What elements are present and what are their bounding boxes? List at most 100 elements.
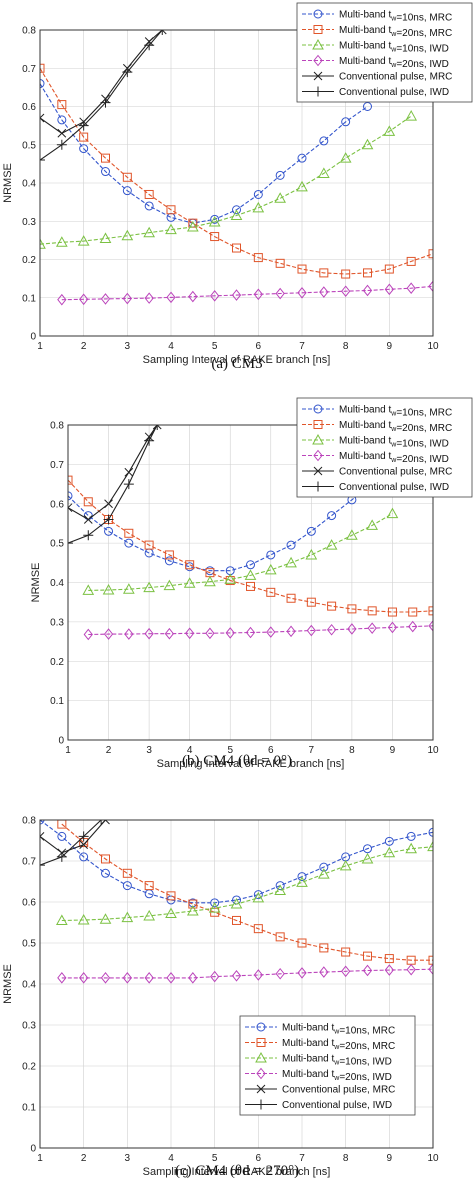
data-point-marker — [363, 268, 372, 278]
data-point-marker — [101, 153, 110, 163]
data-point-marker — [408, 607, 418, 617]
x-tick-label: 3 — [125, 341, 131, 352]
data-point-marker — [347, 604, 357, 614]
x-tick-label: 9 — [390, 745, 396, 756]
data-point-marker — [188, 972, 198, 984]
data-point-marker — [82, 584, 95, 595]
data-point-marker — [40, 79, 45, 89]
data-point-marker — [319, 136, 329, 146]
legend-label: Multi-band tw=20ns, IWD — [339, 451, 449, 465]
data-point-marker — [79, 852, 89, 862]
data-point-marker — [79, 144, 89, 154]
legend-marker — [312, 38, 324, 50]
y-tick-label: 0.1 — [22, 1103, 36, 1114]
x-tick-label: 10 — [427, 745, 439, 756]
data-point-marker — [144, 972, 154, 984]
data-point-marker — [252, 201, 265, 213]
data-point-marker — [428, 827, 433, 837]
data-point-marker — [210, 232, 220, 242]
data-point-marker — [274, 884, 287, 896]
y-axis-label: NRMSE — [30, 563, 42, 603]
data-point-marker — [122, 881, 132, 891]
data-point-marker — [101, 167, 110, 177]
legend-box — [296, 2, 473, 103]
data-point-marker — [297, 264, 307, 274]
legend-marker — [313, 71, 323, 81]
data-point-marker — [57, 293, 67, 306]
data-point-marker — [428, 280, 433, 293]
x-tick-label: 1 — [37, 341, 43, 352]
legend-label: Conventional pulse, IWD — [282, 1100, 392, 1111]
y-tick-label: 0.5 — [22, 939, 36, 950]
data-point-marker — [341, 269, 351, 279]
data-point-marker — [204, 575, 216, 587]
data-point-marker — [78, 831, 89, 842]
data-point-marker — [68, 503, 73, 513]
series-line — [40, 820, 433, 904]
data-point-marker — [275, 881, 285, 891]
data-point-marker — [122, 868, 132, 878]
data-point-marker — [362, 284, 373, 297]
y-tick-label: 0.7 — [22, 64, 36, 75]
data-point-marker — [232, 243, 241, 253]
data-point-marker — [68, 491, 73, 501]
x-axis-label: Sampling Interval of RAKE branch [ns] — [143, 1166, 331, 1178]
x-tick-label: 8 — [349, 745, 355, 756]
y-tick-label: 0.7 — [22, 857, 36, 868]
data-point-marker — [165, 907, 177, 918]
data-series — [40, 30, 433, 306]
x-tick-label: 5 — [212, 1153, 218, 1164]
data-point-marker — [341, 965, 351, 978]
legend-marker — [256, 1022, 266, 1032]
data-point-marker — [96, 820, 107, 825]
legend-label: Multi-band tw=10ns, IWD — [339, 436, 449, 450]
data-point-marker — [152, 425, 162, 430]
data-point-marker — [319, 943, 329, 953]
x-tick-label: 2 — [81, 1153, 87, 1164]
data-point-marker — [188, 899, 198, 909]
data-point-marker — [341, 117, 351, 127]
y-tick-label: 0.2 — [22, 255, 36, 266]
data-point-marker — [319, 268, 329, 278]
data-point-marker — [144, 540, 154, 550]
legend-marker — [256, 1038, 266, 1047]
x-tick-label: 7 — [299, 341, 305, 352]
legend-label: Conventional pulse, IWD — [339, 87, 449, 98]
data-point-marker — [361, 852, 374, 864]
legend-marker — [313, 9, 323, 19]
series-line — [61, 846, 433, 922]
legend-label: Multi-band tw=20ns, MRC — [339, 420, 452, 434]
y-tick-label: 0.8 — [22, 816, 36, 827]
data-point-marker — [123, 479, 134, 490]
data-point-marker — [246, 581, 255, 591]
axes-frame — [39, 29, 434, 337]
axes-frame — [39, 819, 434, 1149]
data-point-marker — [347, 623, 357, 635]
y-tick-label: 0.1 — [50, 696, 64, 707]
data-point-marker — [124, 538, 134, 548]
data-point-marker — [40, 113, 45, 123]
x-tick-label: 6 — [256, 341, 262, 352]
data-point-marker — [325, 539, 338, 550]
data-point-marker — [230, 898, 243, 909]
data-point-marker — [143, 909, 156, 921]
data-point-marker — [57, 972, 67, 984]
data-point-marker — [77, 235, 90, 246]
data-point-marker — [266, 626, 276, 638]
data-point-marker — [286, 625, 296, 638]
data-point-marker — [406, 831, 416, 841]
data-point-marker — [185, 627, 195, 640]
x-tick-label: 10 — [427, 341, 439, 352]
data-point-marker — [286, 593, 296, 603]
data-point-marker — [225, 627, 235, 639]
data-point-marker — [286, 540, 296, 550]
data-point-marker — [101, 854, 110, 864]
chart-b-caption: (b) CM4 (θd = 0°) — [182, 753, 292, 769]
data-point-marker — [163, 579, 176, 591]
series-line — [61, 823, 433, 961]
data-point-marker — [306, 597, 316, 607]
data-point-marker — [143, 581, 155, 593]
x-tick-label: 2 — [81, 341, 87, 352]
